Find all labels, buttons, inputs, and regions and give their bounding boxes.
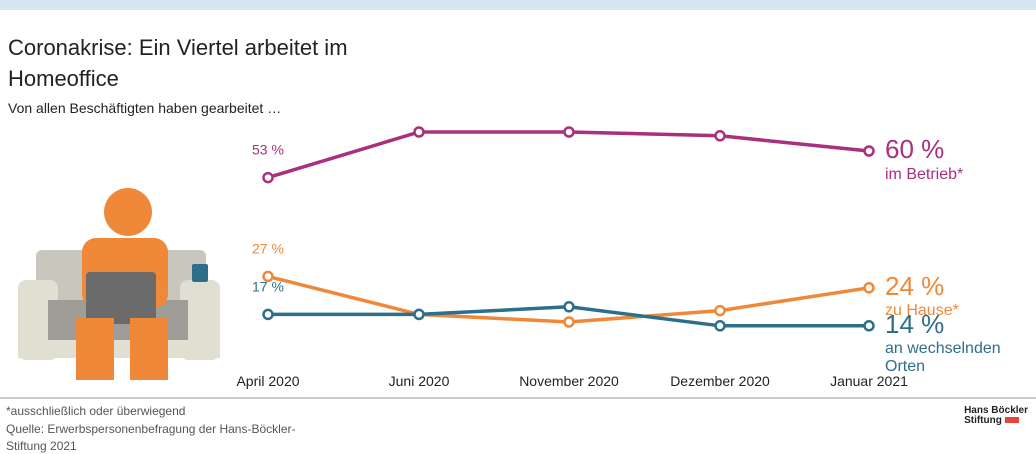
point: [565, 302, 574, 311]
point: [565, 318, 574, 327]
point: [716, 131, 725, 140]
point: [716, 321, 725, 330]
top-bar: [0, 0, 1036, 10]
point: [415, 310, 424, 319]
point: [415, 128, 424, 137]
illustration: [18, 188, 220, 380]
data-label: 14 %: [885, 310, 1025, 339]
logo: Hans Böckler Stiftung: [964, 406, 1028, 426]
point: [264, 310, 273, 319]
series-line: [268, 132, 869, 178]
legend-label: im Betrieb*: [885, 166, 1025, 184]
point: [716, 306, 725, 315]
data-label: 27 %: [252, 240, 284, 256]
data-label: 24 %: [885, 272, 1025, 301]
end-label: 14 %an wechselnden Orten: [885, 310, 1025, 376]
note: *ausschließlich oder überwiegend: [6, 404, 185, 418]
logo-line: Stiftung: [964, 416, 1028, 426]
point: [865, 321, 874, 330]
x-tick-label: November 2020: [519, 373, 619, 389]
end-label: 60 % im Betrieb*: [885, 135, 1025, 183]
source: Quelle: Erwerbspersonenbefragung der Han…: [6, 421, 336, 454]
page: April 2020 Juni 2020 November 2020 Dezember…: [0, 0, 1036, 454]
x-tick-label: Dezember 2020: [670, 373, 770, 389]
data-label: 17 %: [252, 278, 284, 294]
data-label: 60 %: [885, 135, 1025, 164]
x-tick-label: Juni 2020: [389, 373, 450, 389]
legend-label: an wechselnden Orten: [885, 340, 1025, 375]
point: [865, 283, 874, 292]
chart-subtitle: Von allen Beschäftigten haben gearbeitet…: [8, 100, 281, 116]
data-label: 53 %: [252, 142, 284, 158]
point: [565, 128, 574, 137]
point: [865, 147, 874, 156]
chart-title: Coronakrise: Ein Viertel arbeitet im Hom…: [8, 32, 428, 94]
logo-line: Stiftung: [964, 415, 1002, 426]
point: [264, 173, 273, 182]
x-tick-label: April 2020: [236, 373, 299, 389]
